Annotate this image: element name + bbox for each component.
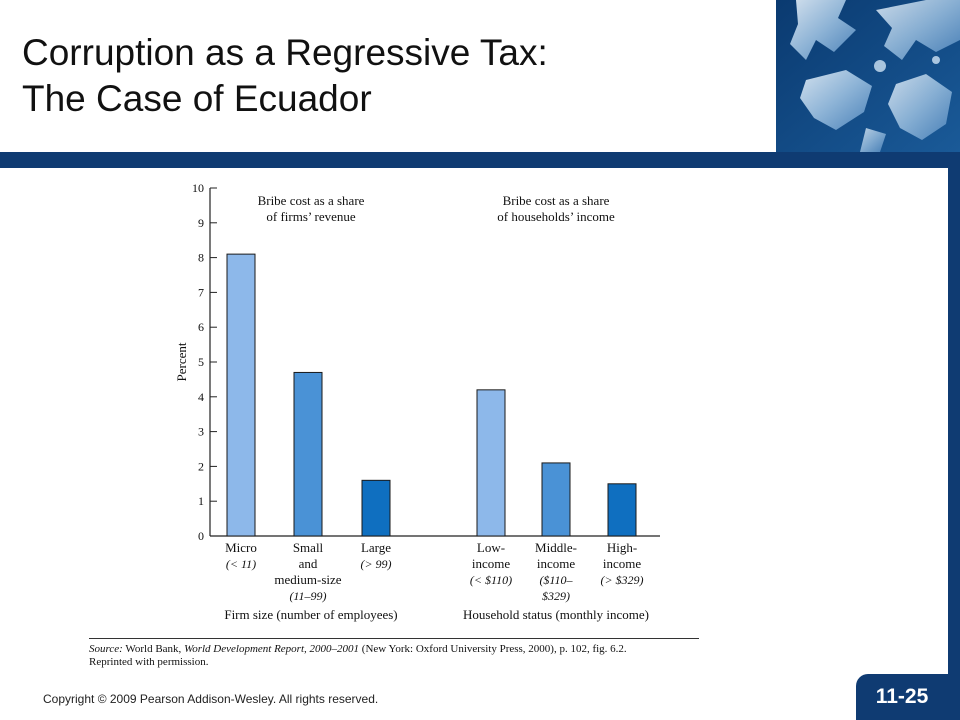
y-tick-label: 5: [198, 355, 204, 369]
y-axis-label: Percent: [174, 342, 189, 381]
y-tick-label: 6: [198, 320, 204, 334]
x-tick-sublabel: (< 11): [226, 557, 256, 571]
y-tick-label: 0: [198, 529, 204, 543]
group-title-line: of households’ income: [497, 209, 615, 224]
y-tick-label: 2: [198, 459, 204, 473]
y-tick-label: 4: [198, 390, 204, 404]
bar: [293, 371, 323, 537]
x-tick-label: Low-: [477, 540, 505, 555]
x-tick-sublabel: (< $110): [470, 573, 512, 587]
y-tick-label: 7: [198, 285, 204, 299]
x-tick-label: High-: [607, 540, 637, 555]
x-axis-label: Firm size (number of employees): [224, 607, 397, 622]
x-tick-label: and: [299, 556, 318, 571]
group-title-line: Bribe cost as a share: [258, 193, 365, 208]
x-tick-label: medium-size: [274, 572, 341, 587]
source-text-2: (New York: Oxford University Press, 2000…: [359, 643, 627, 655]
x-tick-label: Middle-: [535, 540, 577, 555]
decorative-map-image: [776, 0, 960, 152]
slide-title-line-2: The Case of Ecuador: [22, 78, 372, 119]
x-tick-sublabel: (11–99): [289, 589, 326, 603]
x-axis-label: Household status (monthly income): [463, 607, 649, 622]
x-tick-label: income: [472, 556, 510, 571]
header-divider-band: [0, 152, 960, 168]
slide-title-line-1: Corruption as a Regressive Tax:: [22, 32, 548, 73]
copyright-text: Copyright © 2009 Pearson Addison-Wesley.…: [43, 692, 379, 706]
x-tick-label: income: [603, 556, 641, 571]
bar: [541, 462, 571, 537]
x-tick-sublabel: ($110–: [539, 573, 573, 587]
x-tick-label: Small: [293, 540, 324, 555]
source-label: Source:: [89, 643, 123, 655]
y-tick-label: 9: [198, 216, 204, 230]
x-tick-label: income: [537, 556, 575, 571]
x-tick-sublabel: (> 99): [360, 557, 391, 571]
group-title-line: Bribe cost as a share: [503, 193, 610, 208]
bar: [476, 389, 506, 537]
y-tick-label: 8: [198, 251, 204, 265]
slide-content-panel: [0, 168, 948, 674]
page-number-badge: 11-25: [856, 674, 948, 720]
source-divider: [89, 638, 699, 639]
slide-title: Corruption as a Regressive Tax: The Case…: [22, 30, 762, 122]
source-note: Source: World Bank, World Development Re…: [89, 643, 729, 669]
bar: [226, 253, 256, 537]
x-tick-label: Micro: [225, 540, 257, 555]
y-tick-label: 3: [198, 425, 204, 439]
source-italic-title: World Development Report, 2000–2001: [184, 643, 360, 655]
x-tick-sublabel: $329): [542, 589, 570, 603]
source-text-1: World Bank,: [122, 643, 185, 655]
right-edge-band: [948, 152, 960, 720]
bar: [607, 483, 637, 537]
source-text-3: Reprinted with permission.: [89, 656, 209, 668]
x-tick-sublabel: (> $329): [600, 573, 643, 587]
x-tick-label: Large: [361, 540, 391, 555]
bar: [361, 479, 391, 537]
y-tick-label: 1: [198, 494, 204, 508]
group-title-line: of firms’ revenue: [266, 209, 356, 224]
y-tick-label: 10: [192, 181, 204, 195]
